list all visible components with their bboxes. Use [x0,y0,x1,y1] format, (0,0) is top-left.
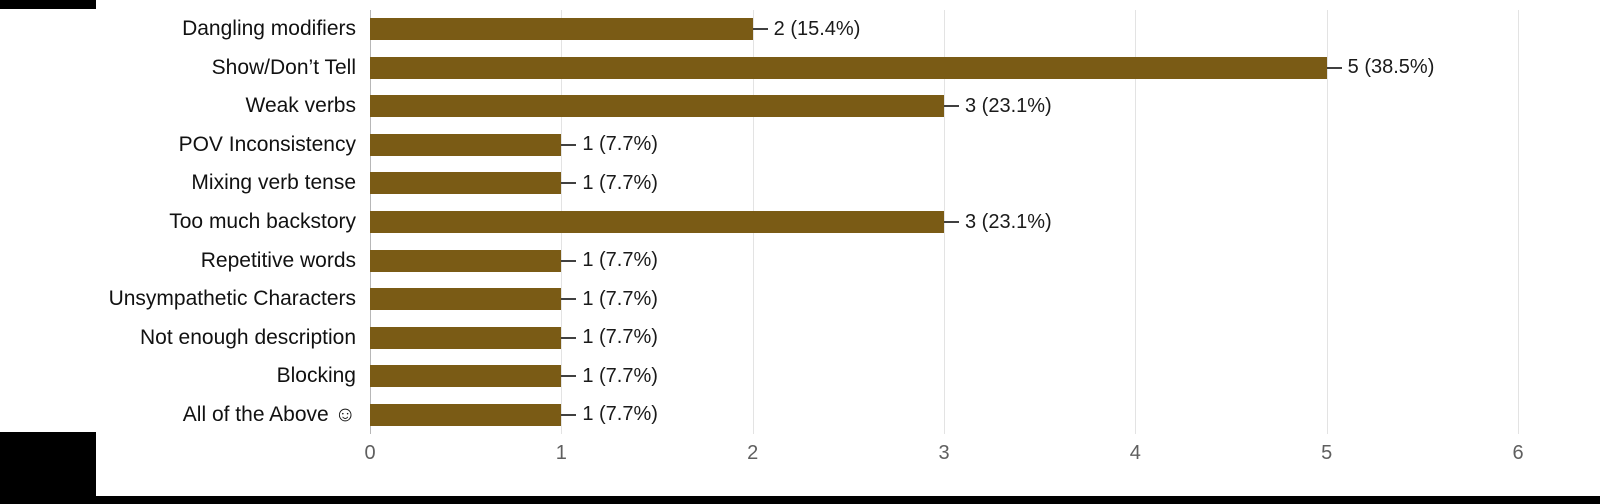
leader-line [561,336,577,339]
gridline [1326,10,1328,434]
bar [370,249,562,272]
bar [370,95,944,118]
value-label: 1 (7.7%) [582,249,658,272]
black-block-top-left [0,0,96,9]
black-strip-bottom [0,496,1600,504]
leader-line [752,28,768,31]
category-label: Weak verbs [245,94,357,118]
x-axis-ticks: 0 1 2 3 4 5 6 [364,442,1523,476]
category-label: POV Inconsistency [178,132,356,156]
bar-row: 1 (7.7%) [370,318,1518,357]
bar-row: 1 (7.7%) [370,280,1518,319]
bar [370,211,944,233]
x-tick-label: 5 [1321,442,1333,464]
bar [370,403,562,426]
bar [370,133,562,156]
rows-layer: 2 (15.4%) 5 (38.5%) 3 (23.1%) 1 (7.7%) 1 (7.… [370,10,1518,434]
bar [370,18,753,41]
x-tick-label: 4 [1129,442,1141,464]
category-label: Not enough description [140,325,356,349]
leader-line [944,105,959,108]
x-tick-label: 3 [938,442,950,464]
category-label: Dangling modifiers [182,17,356,41]
value-label: 1 (7.7%) [582,287,658,310]
bar-row: 1 (7.7%) [370,164,1518,203]
category-label: Unsympathetic Characters [108,287,356,311]
bar-row: 1 (7.7%) [370,357,1518,396]
value-label: 1 (7.7%) [582,133,658,156]
gridline [1518,10,1519,434]
bar-row: 2 (15.4%) [370,10,1518,49]
category-label: Repetitive words [200,248,356,272]
bar [370,288,562,311]
bar-row: 3 (23.1%) [370,203,1518,242]
category-label: Show/Don’t Tell [211,55,356,79]
leader-line [561,143,577,146]
value-label: 1 (7.7%) [582,326,658,349]
bar-row: 1 (7.7%) [370,395,1518,434]
value-label: 1 (7.7%) [582,403,658,426]
black-block-bottom-left [0,432,96,504]
bar [370,365,562,388]
bar-row: 1 (7.7%) [370,126,1518,165]
leader-line [944,221,959,223]
leader-line [561,259,577,262]
category-label: Mixing verb tense [191,171,356,195]
x-tick-label: 1 [555,442,567,464]
bar [370,56,1327,79]
category-labels: Dangling modifiers Show/Don’t Tell Weak ve… [0,10,356,434]
value-label: 2 (15.4%) [773,17,861,40]
value-label: 3 (23.1%) [965,94,1052,117]
bar-row: 5 (38.5%) [370,49,1518,88]
leader-line [561,298,577,301]
bar-row: 3 (23.1%) [370,87,1518,126]
leader-line [561,182,577,185]
bar-row: 1 (7.7%) [370,241,1518,280]
category-label: All of the Above ☺ [182,402,356,426]
bar [370,326,562,349]
value-label: 5 (38.5%) [1347,56,1435,79]
leader-line [561,375,577,378]
leader-line [561,413,577,416]
leader-line [1326,66,1342,69]
value-label: 1 (7.7%) [582,364,658,387]
category-label: Too much backstory [169,210,356,233]
value-label: 1 (7.7%) [582,171,658,194]
plot-area: 2 (15.4%) 5 (38.5%) 3 (23.1%) 1 (7.7%) 1 (7.… [370,10,1519,434]
value-label: 3 (23.1%) [965,210,1052,233]
bar [370,172,562,195]
x-tick-label: 2 [747,442,759,464]
gridline [1135,10,1137,434]
x-tick-label: 0 [364,442,376,464]
category-label: Blocking [276,364,356,388]
x-tick-label: 6 [1512,442,1524,464]
